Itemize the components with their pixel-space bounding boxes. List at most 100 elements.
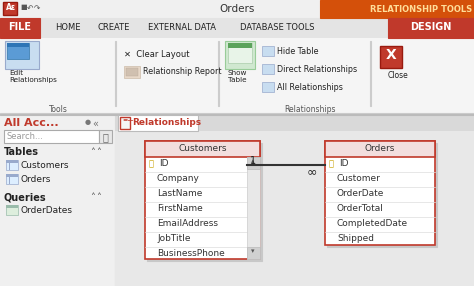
Text: Customers: Customers	[178, 144, 227, 153]
Bar	[7, 43, 29, 47]
Text: ⌕: ⌕	[102, 132, 108, 142]
Bar	[7, 43, 29, 59]
Text: Company: Company	[157, 174, 200, 183]
Bar	[6, 160, 18, 170]
Bar	[0, 38, 474, 113]
Text: RELATIONSHIP TOOLS: RELATIONSHIP TOOLS	[370, 5, 472, 14]
Text: Aε: Aε	[6, 3, 16, 12]
Bar	[325, 141, 435, 157]
Bar	[320, 0, 474, 18]
Bar	[5, 41, 39, 69]
Text: Orders: Orders	[21, 175, 51, 184]
Text: ⚿: ⚿	[149, 159, 154, 168]
Text: CREATE: CREATE	[98, 23, 130, 32]
Text: ▴: ▴	[251, 158, 255, 164]
Text: X: X	[386, 48, 396, 62]
Text: Close: Close	[388, 71, 409, 80]
Text: HOME: HOME	[55, 23, 81, 32]
Text: ˄: ˄	[90, 148, 95, 158]
Bar	[0, 114, 474, 115]
Bar	[145, 157, 247, 172]
Bar	[262, 46, 274, 56]
Bar	[325, 141, 435, 245]
Bar	[145, 141, 260, 157]
Bar	[262, 64, 274, 74]
Bar	[9, 174, 10, 184]
Text: Tools: Tools	[48, 105, 67, 114]
Bar	[225, 41, 255, 69]
Bar	[6, 205, 18, 215]
Bar	[262, 82, 274, 92]
Text: =—: =—	[122, 118, 134, 123]
Text: Tables: Tables	[4, 147, 39, 157]
Bar	[120, 117, 130, 129]
Bar	[247, 247, 260, 259]
Text: Show
Table: Show Table	[228, 70, 247, 83]
Bar	[218, 41, 219, 106]
Text: Orders: Orders	[365, 144, 395, 153]
Bar	[115, 41, 116, 106]
Text: Queries: Queries	[4, 192, 46, 202]
Bar	[0, 113, 474, 115]
Text: Customers: Customers	[21, 161, 70, 170]
Text: ˄: ˄	[96, 148, 101, 158]
Text: EmailAddress: EmailAddress	[157, 219, 218, 228]
Bar	[247, 157, 260, 259]
Text: ●: ●	[85, 119, 91, 125]
Bar	[118, 115, 198, 131]
Text: DESIGN: DESIGN	[410, 22, 452, 32]
Text: «: «	[92, 119, 98, 129]
Text: Shipped: Shipped	[337, 234, 374, 243]
Text: All Acc...: All Acc...	[4, 118, 59, 128]
Bar	[6, 205, 18, 208]
Bar	[0, 18, 474, 38]
Text: ID: ID	[339, 159, 348, 168]
Text: Customer: Customer	[337, 174, 381, 183]
Text: Relationships: Relationships	[132, 118, 201, 127]
Bar	[9, 160, 10, 170]
Text: FILE: FILE	[9, 22, 31, 32]
Text: OrderDates: OrderDates	[21, 206, 73, 215]
Bar	[99, 130, 112, 143]
Text: Relationship Report: Relationship Report	[143, 67, 221, 76]
Text: All Relationships: All Relationships	[277, 83, 343, 92]
Bar	[228, 43, 252, 48]
Bar	[247, 157, 260, 169]
Bar	[388, 18, 474, 38]
Text: ˄: ˄	[96, 193, 101, 203]
Bar	[147, 143, 262, 261]
Bar	[4, 130, 99, 143]
Bar	[0, 18, 40, 38]
Text: BusinessPhone: BusinessPhone	[157, 249, 225, 258]
Text: ID: ID	[159, 159, 168, 168]
Text: Relationships: Relationships	[284, 105, 336, 114]
Text: Orders: Orders	[219, 4, 255, 14]
Text: ∞: ∞	[307, 166, 318, 178]
Bar	[6, 174, 18, 177]
Text: OrderTotal: OrderTotal	[337, 204, 384, 213]
Text: OrderDate: OrderDate	[337, 189, 384, 198]
Bar	[3, 2, 17, 15]
Bar	[145, 141, 260, 259]
Text: DATABASE TOOLS: DATABASE TOOLS	[240, 23, 315, 32]
Text: FirstName: FirstName	[157, 204, 203, 213]
Text: LastName: LastName	[157, 189, 202, 198]
Bar	[0, 0, 474, 18]
Bar	[124, 66, 140, 78]
Text: JobTitle: JobTitle	[157, 234, 191, 243]
Text: CompletedDate: CompletedDate	[337, 219, 408, 228]
Bar	[6, 174, 18, 184]
Text: Hide Table: Hide Table	[277, 47, 319, 56]
Text: ⚿: ⚿	[329, 159, 334, 168]
Text: ▾: ▾	[251, 248, 255, 254]
Bar	[6, 160, 18, 163]
Bar	[325, 157, 435, 172]
Text: ■: ■	[20, 4, 27, 10]
Bar	[115, 115, 474, 286]
Text: 1: 1	[250, 156, 256, 166]
Bar	[327, 143, 437, 247]
Text: Search...: Search...	[7, 132, 44, 141]
Text: Direct Relationships: Direct Relationships	[277, 65, 357, 74]
Bar	[228, 43, 252, 63]
Bar	[126, 68, 138, 76]
